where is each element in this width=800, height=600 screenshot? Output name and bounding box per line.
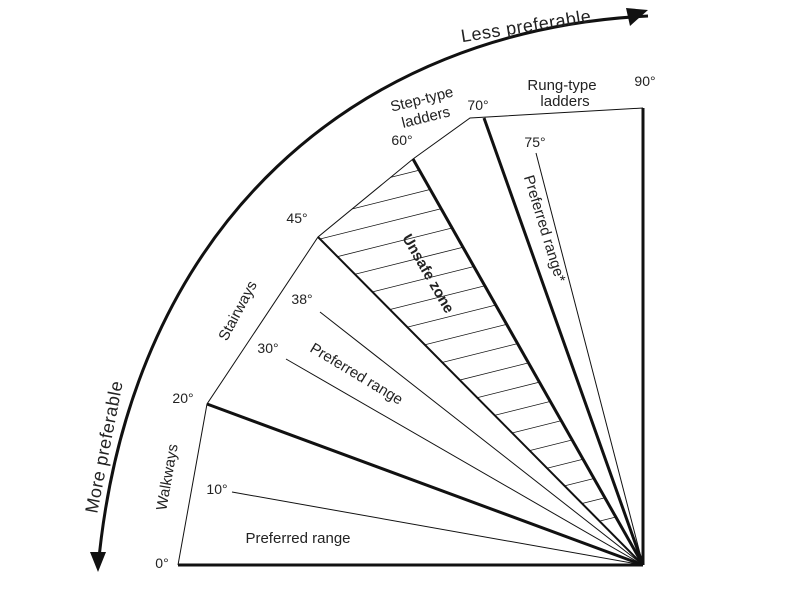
angle-label-90: 90°	[634, 73, 655, 89]
ray-30deg	[285, 358, 644, 566]
angle-label-60: 60°	[391, 132, 412, 148]
ray-60deg	[411, 158, 645, 566]
angle-label-38: 38°	[291, 291, 312, 307]
outer-boundary	[177, 107, 644, 566]
angle-label-0: 0°	[155, 555, 168, 571]
walkway-preferred-range-label: Preferred range	[245, 530, 350, 547]
less-preferable-label: Less preferable	[460, 6, 593, 46]
ray-45deg	[317, 236, 644, 566]
walkways-label: Walkways	[153, 443, 181, 512]
unsafe-zone-label: Unsafe zone	[398, 231, 457, 316]
rung-ladders-label-line1: Rung-type	[527, 77, 596, 94]
ray-38deg	[319, 311, 644, 566]
arrowhead-right	[626, 8, 648, 26]
ray-10deg	[231, 491, 644, 566]
angle-label-75: 75°	[524, 134, 545, 150]
angle-label-30: 30°	[257, 340, 278, 356]
angle-label-10: 10°	[206, 481, 227, 497]
ray-70deg	[482, 117, 645, 566]
angle-label-70: 70°	[467, 97, 488, 113]
ray-20deg	[206, 402, 644, 567]
preference-arc-arrow	[96, 14, 649, 569]
stairway-preferred-range-label: Preferred range	[307, 340, 406, 409]
ladder-preferred-range-label: Preferred range*	[520, 173, 569, 284]
angle-label-45: 45°	[286, 210, 307, 226]
angle-label-20: 20°	[172, 390, 193, 406]
arrowhead-down	[90, 552, 106, 572]
ray-75deg	[535, 152, 644, 566]
rung-ladders-label-line2: ladders	[540, 93, 589, 110]
